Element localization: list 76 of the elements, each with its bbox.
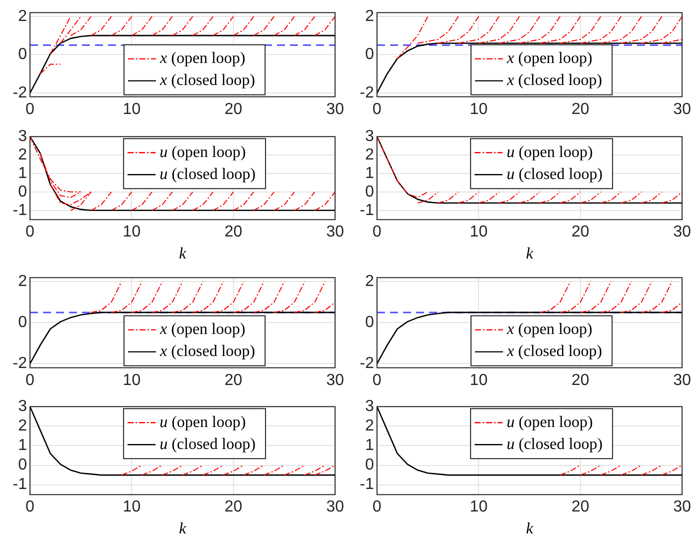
y-tick-label: -2 <box>360 84 374 102</box>
x-tick-label: 10 <box>122 224 141 241</box>
y-tick-label: 0 <box>365 183 374 200</box>
x-tick-label: 30 <box>326 498 344 516</box>
x-tick-label: 30 <box>326 100 344 118</box>
y-tick-label: 0 <box>18 46 28 64</box>
x-tick-label: 20 <box>224 100 242 118</box>
y-tick-label: 0 <box>365 314 374 332</box>
x-tick-label: 20 <box>572 224 590 241</box>
legend-label: u (closed loop) <box>160 436 256 453</box>
legend-label: u (open loop) <box>160 414 246 431</box>
x-tick-label: 20 <box>224 372 242 389</box>
x-tick-label: 20 <box>224 498 242 516</box>
legend-label: u (closed loop) <box>506 166 603 183</box>
x-tick-label: 20 <box>572 100 590 118</box>
legend-label: u (open loop) <box>160 144 246 161</box>
legend-label: x (open loop) <box>506 50 592 68</box>
y-tick-label: 1 <box>365 164 374 182</box>
y-tick-label: -2 <box>12 355 28 372</box>
x-tick-label: 10 <box>470 498 488 516</box>
y-tick-label: 0 <box>365 46 374 64</box>
legend-label: x (closed loop) <box>506 72 602 90</box>
x-tick-label: 30 <box>326 224 344 241</box>
y-tick-label: -1 <box>360 476 374 494</box>
y-tick-label: -2 <box>12 84 28 102</box>
x-tick-label: 10 <box>470 372 488 389</box>
y-tick-label: -2 <box>360 355 374 372</box>
legend-label: x (open loop) <box>159 50 246 68</box>
y-tick-label: 2 <box>365 273 374 290</box>
y-tick-label: -1 <box>12 476 28 494</box>
y-tick-label: 2 <box>18 273 28 290</box>
x-axis-title: k <box>178 246 187 263</box>
y-tick-label: 3 <box>18 128 28 146</box>
legend-label: u (closed loop) <box>160 166 256 183</box>
y-tick-label: 0 <box>18 456 28 474</box>
y-tick-label: 1 <box>18 437 28 454</box>
y-tick-label: 2 <box>365 146 374 164</box>
legend-label: x (closed loop) <box>159 343 256 360</box>
legend-label: x (closed loop) <box>159 72 256 90</box>
x-tick-label: 20 <box>224 224 242 241</box>
x-tick-label: 30 <box>673 100 692 118</box>
y-tick-label: 3 <box>365 398 374 416</box>
y-tick-label: -1 <box>360 202 374 219</box>
y-tick-label: 3 <box>18 398 28 416</box>
y-tick-label: 0 <box>365 456 374 474</box>
y-tick-label: 2 <box>18 418 28 435</box>
legend-label: x (closed loop) <box>506 343 602 360</box>
y-tick-label: 2 <box>365 8 374 25</box>
y-tick-label: 1 <box>365 437 374 454</box>
x-tick-label: 10 <box>122 372 141 389</box>
y-tick-label: 2 <box>365 418 374 435</box>
x-axis-title: k <box>526 520 534 538</box>
x-tick-label: 10 <box>122 498 141 516</box>
legend-label: x (open loop) <box>506 321 592 338</box>
legend-label: u (open loop) <box>506 144 593 161</box>
x-axis-title: k <box>526 246 534 263</box>
legend-label: u (open loop) <box>506 414 593 431</box>
x-tick-label: 30 <box>673 498 692 516</box>
legend-label: u (closed loop) <box>506 436 603 453</box>
y-tick-label: -1 <box>12 202 28 219</box>
x-tick-label: 30 <box>326 372 344 389</box>
y-tick-label: 3 <box>365 128 374 146</box>
x-tick-label: 10 <box>470 224 488 241</box>
y-tick-label: 2 <box>18 8 28 25</box>
y-tick-label: 1 <box>18 164 28 182</box>
x-tick-label: 30 <box>673 372 692 389</box>
legend-label: x (open loop) <box>159 321 246 338</box>
x-tick-label: 10 <box>470 100 488 118</box>
x-tick-label: 30 <box>673 224 692 241</box>
y-tick-label: 2 <box>18 146 28 164</box>
y-tick-label: 0 <box>18 183 28 200</box>
x-tick-label: 10 <box>122 100 141 118</box>
x-tick-label: 20 <box>572 498 590 516</box>
x-axis-title: k <box>178 520 187 538</box>
x-tick-label: 20 <box>572 372 590 389</box>
y-tick-label: 0 <box>18 314 28 332</box>
